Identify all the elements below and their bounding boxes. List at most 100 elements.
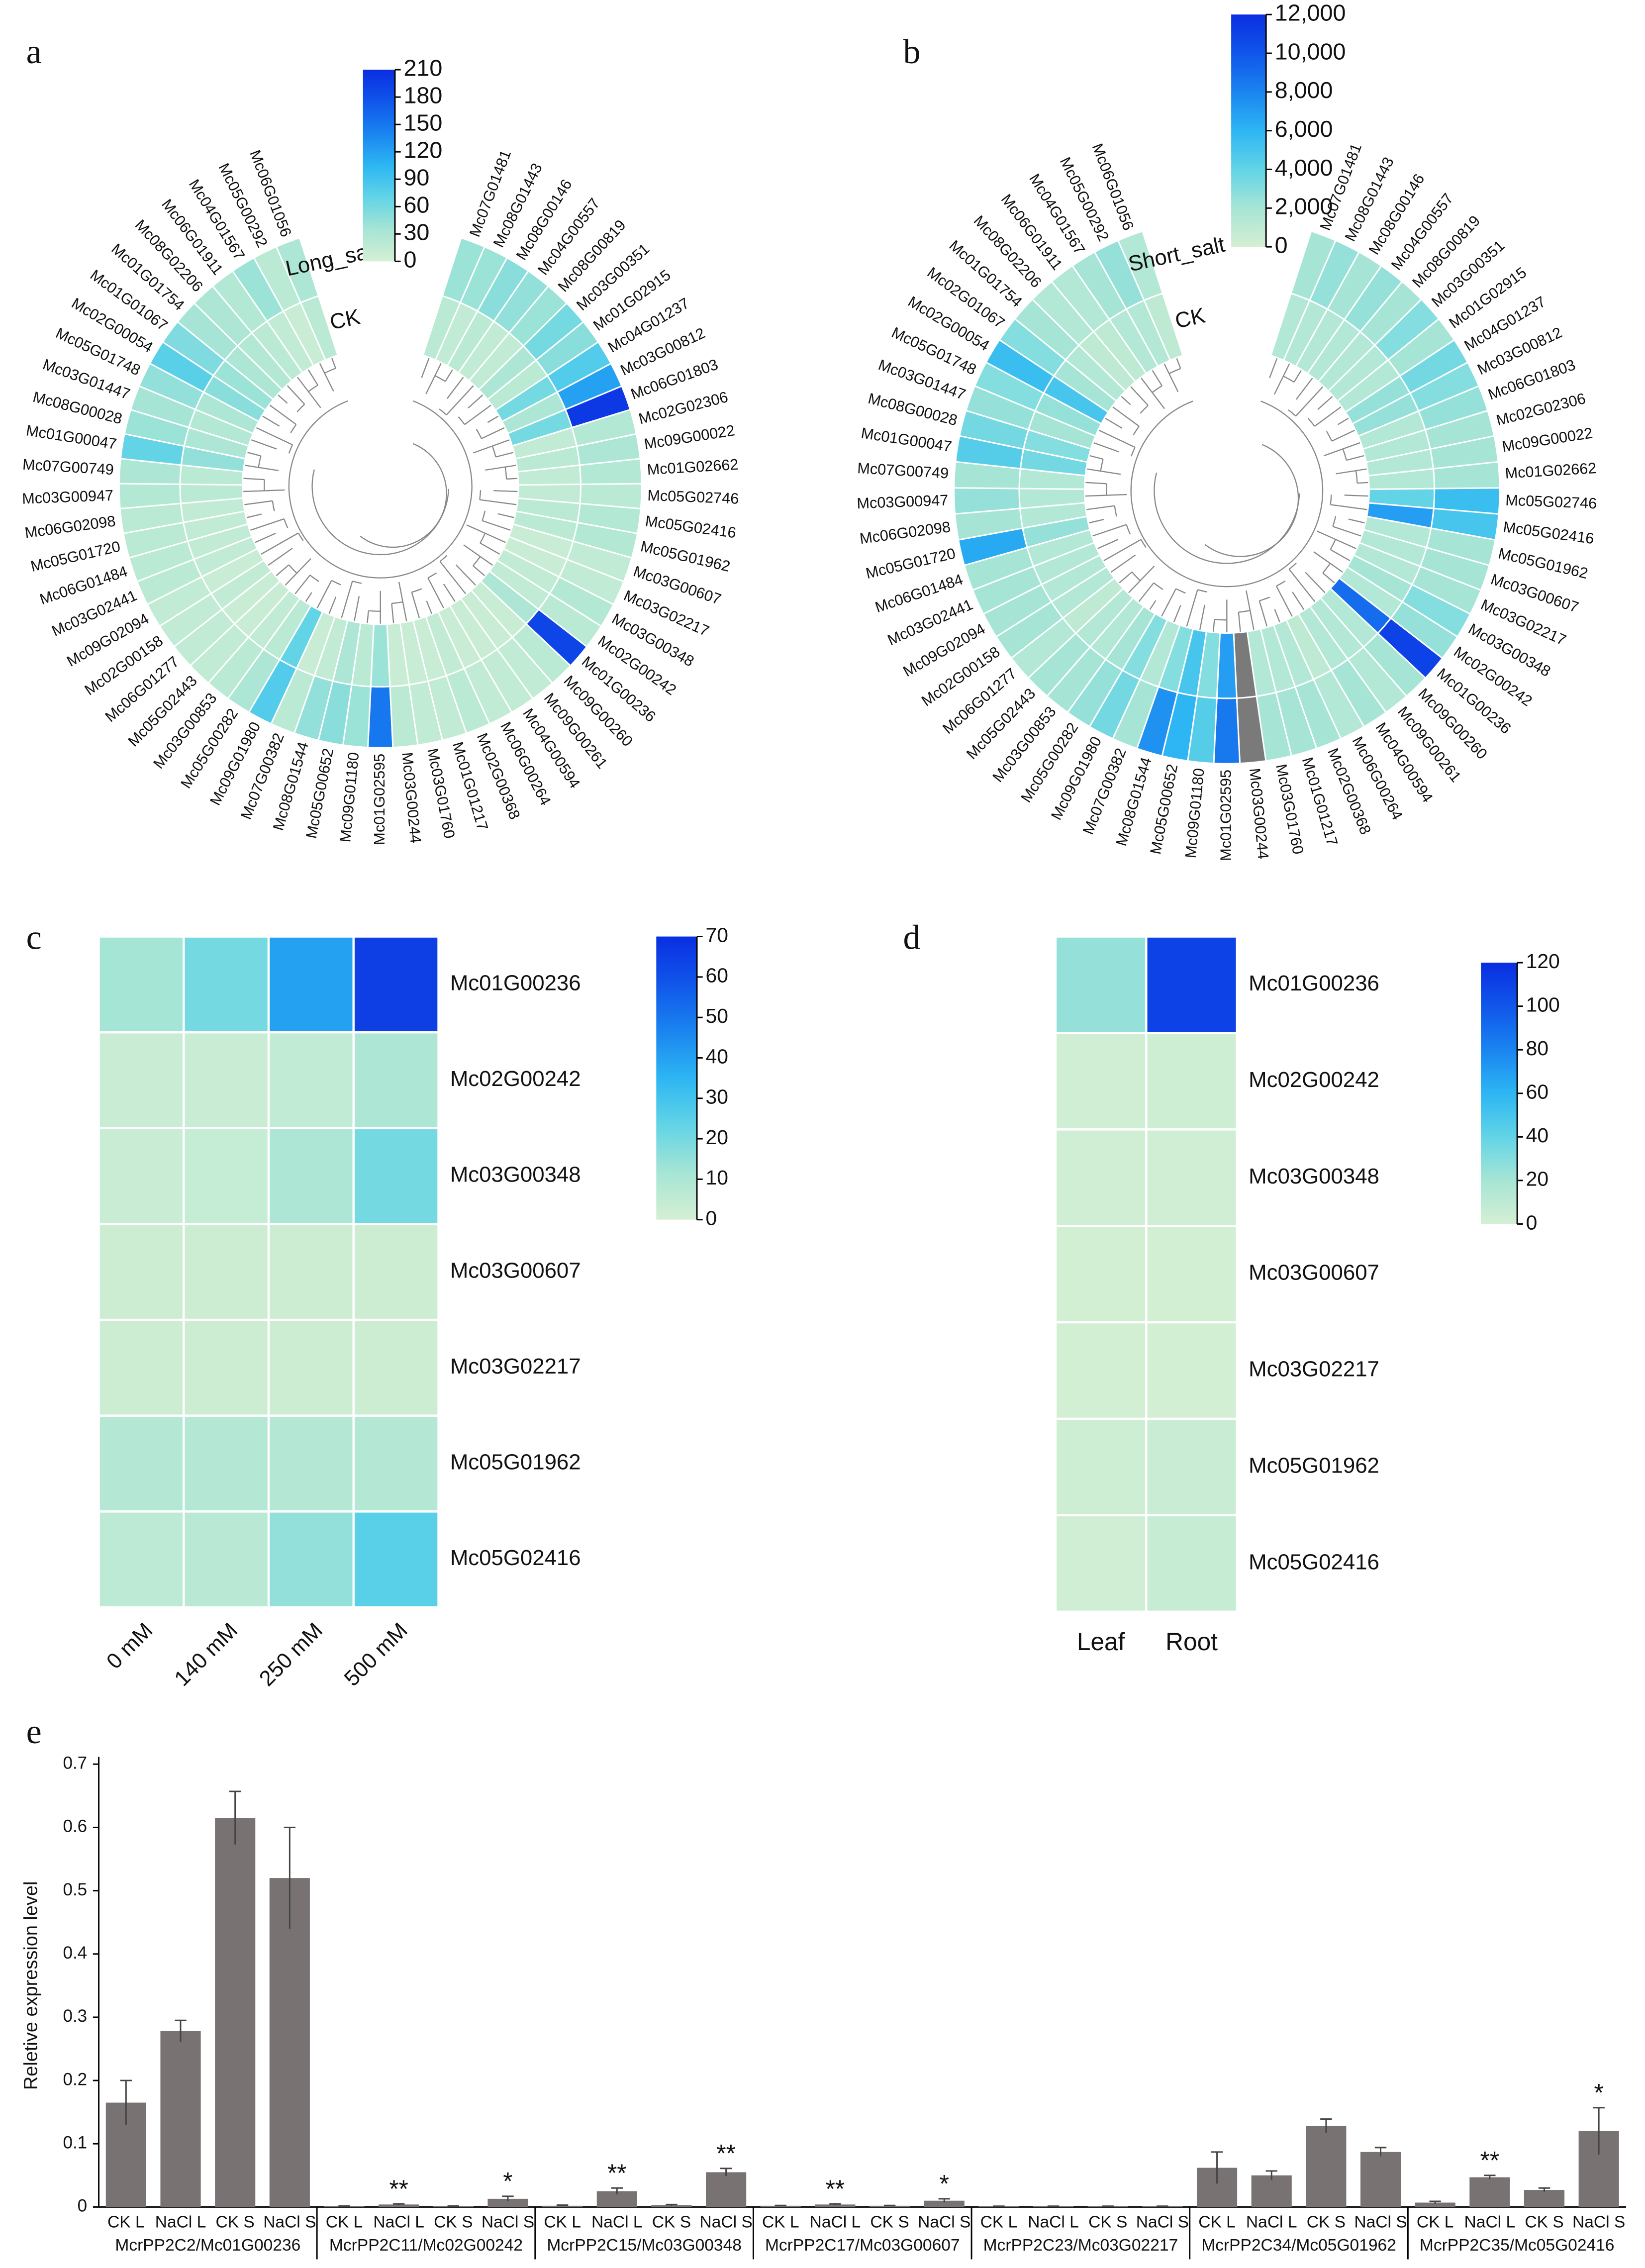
heat-cell xyxy=(122,521,189,559)
error-bar xyxy=(938,2198,950,2203)
dendrogram-branch xyxy=(1269,357,1278,379)
dendrogram-branch xyxy=(1273,363,1290,395)
x-tick-label: CK L xyxy=(107,2213,145,2231)
dendrogram-branch xyxy=(1096,539,1119,550)
panel-label: d xyxy=(903,918,920,957)
dendrogram-link xyxy=(284,518,289,528)
dendrogram-branch xyxy=(1104,417,1123,429)
row-label: Mc03G00607 xyxy=(450,1258,581,1282)
colorbar-tick-label: 150 xyxy=(403,110,442,136)
dendrogram-branch xyxy=(495,451,514,458)
error-bar xyxy=(1157,2205,1168,2207)
dendrogram-branch xyxy=(1336,468,1368,475)
y-axis-label: Reletive expression level xyxy=(20,1881,41,2090)
x-tick-label: CK L xyxy=(1198,2213,1236,2231)
colorbar-tick-label: 0 xyxy=(1526,1211,1538,1234)
dendrogram-branch xyxy=(1295,377,1314,400)
heat-cell xyxy=(253,246,302,312)
dendrogram-branch xyxy=(493,490,518,493)
dendrogram-branch xyxy=(296,376,321,408)
dendrogram-branch xyxy=(304,592,312,603)
group-label: McrPP2C2/Mc01G00236 xyxy=(115,2236,300,2255)
dendrogram-branch xyxy=(284,558,311,587)
heat-cell xyxy=(535,320,599,377)
gene-label: Mc06G02098 xyxy=(859,518,952,547)
dendrogram-branch xyxy=(250,439,277,450)
heat-cell xyxy=(463,658,513,725)
dendrogram-branch xyxy=(269,404,297,425)
dendrogram-link xyxy=(288,444,293,454)
dendrogram-branch xyxy=(1331,429,1356,442)
error-bar xyxy=(1320,2118,1332,2133)
error-bar xyxy=(720,2168,732,2176)
error-bar xyxy=(556,2204,569,2207)
bar xyxy=(1524,2190,1565,2207)
dendrogram-branch xyxy=(277,394,288,404)
gene-label: Mc05G00652 xyxy=(303,747,337,840)
error-bar xyxy=(993,2205,1005,2207)
dendrogram-branch xyxy=(353,596,360,622)
dendrogram-branch xyxy=(1292,592,1305,611)
dendrogram-branch xyxy=(1238,612,1241,633)
colorbar-tick-label: 60 xyxy=(706,964,728,987)
dendrogram-branch xyxy=(1128,566,1155,594)
heat-cell xyxy=(1213,697,1241,765)
dendrogram-branch xyxy=(249,518,285,531)
x-tick-label: NaCl L xyxy=(591,2213,643,2231)
dendrogram-link xyxy=(439,555,448,562)
heat-cell xyxy=(183,1031,270,1130)
heat-cell xyxy=(161,320,226,377)
heat-cell xyxy=(248,658,298,725)
group-label: McrPP2C15/Mc03G00348 xyxy=(547,2236,742,2255)
heat-cell xyxy=(566,540,633,583)
y-tick-label: 0.3 xyxy=(63,2006,87,2026)
gene-label: Mc03G00947 xyxy=(22,487,114,507)
heat-cell xyxy=(211,270,268,334)
heat-cell xyxy=(1433,487,1501,515)
gene-label: Mc06G02098 xyxy=(24,512,117,541)
heat-cell xyxy=(1389,600,1458,660)
dendrogram-link xyxy=(1126,524,1131,535)
heat-cell xyxy=(207,636,265,700)
gene-label: Mc01G00047 xyxy=(25,422,118,453)
heat-cell xyxy=(1050,265,1111,333)
heat-cell xyxy=(476,257,530,322)
dendrogram-branch xyxy=(473,439,510,454)
heat-cell xyxy=(183,1318,270,1417)
heat-cell xyxy=(173,608,236,667)
heat-cell xyxy=(1429,435,1499,470)
heat-cell xyxy=(1145,1417,1238,1517)
dendrogram-link xyxy=(391,601,403,604)
heat-cell xyxy=(352,1127,440,1225)
heat-cell xyxy=(1417,385,1489,431)
x-tick-label: NaCl S xyxy=(263,2213,316,2231)
dendrogram-branch xyxy=(1314,406,1342,427)
heat-cell xyxy=(231,257,285,322)
heat-cell xyxy=(1362,632,1427,697)
dendrogram-link xyxy=(309,575,319,582)
heat-cell xyxy=(957,527,1028,567)
error-bar xyxy=(611,2187,623,2194)
dendrogram-branch xyxy=(267,547,293,567)
dendrogram-branch xyxy=(1161,588,1177,617)
x-tick-label: CK S xyxy=(652,2213,691,2231)
dendrogram-link xyxy=(324,368,336,374)
heat-cell xyxy=(1387,317,1455,377)
dendrogram-branch xyxy=(464,404,492,425)
heat-cell xyxy=(1359,280,1423,346)
dendrogram-branch xyxy=(1348,518,1366,524)
bar xyxy=(379,2204,419,2207)
dendrogram-branch xyxy=(1322,572,1336,584)
row-label: Mc05G01962 xyxy=(450,1450,581,1475)
colorbar-tick-label: 180 xyxy=(403,82,442,108)
x-tick-label: CK S xyxy=(1525,2213,1563,2231)
panel-label: e xyxy=(26,1713,42,1751)
dendrogram-branch xyxy=(1275,586,1293,617)
heat-cell xyxy=(537,592,602,648)
dendrogram-link xyxy=(308,385,318,393)
bar xyxy=(815,2204,856,2207)
dendrogram-link xyxy=(1133,426,1140,435)
y-tick-label: 0 xyxy=(78,2196,87,2216)
dendrogram-link xyxy=(288,400,473,579)
